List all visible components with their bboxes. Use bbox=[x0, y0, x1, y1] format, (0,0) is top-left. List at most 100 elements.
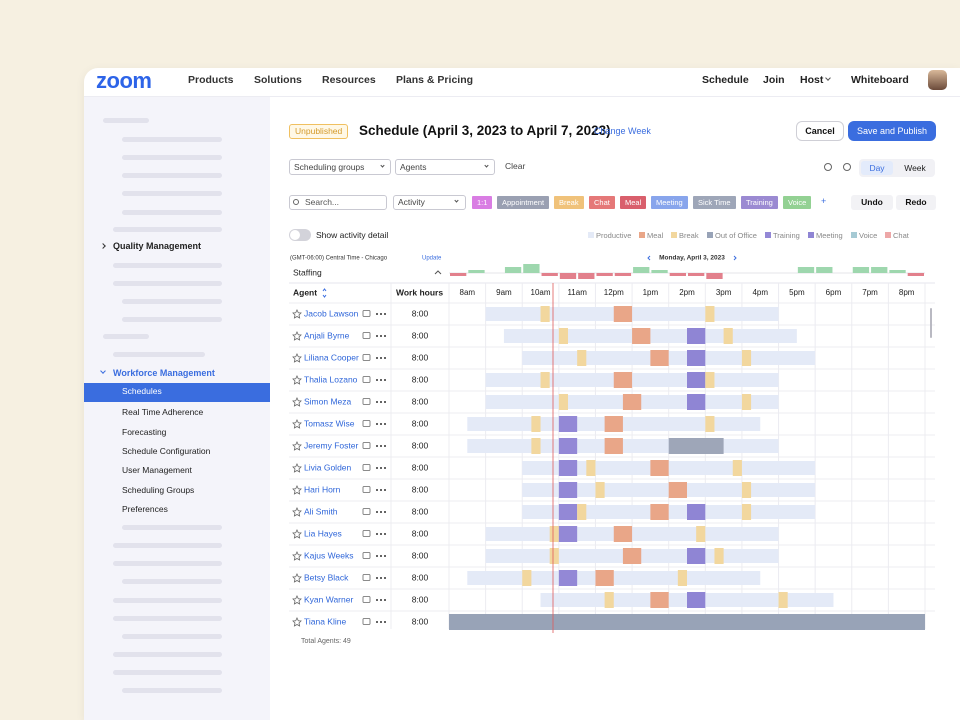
nav-item[interactable]: Forecasting bbox=[122, 427, 167, 437]
activity-block[interactable] bbox=[577, 350, 587, 366]
activity-block[interactable] bbox=[558, 460, 578, 476]
more-icon[interactable] bbox=[384, 445, 386, 447]
agent-name[interactable]: Liliana Cooper bbox=[304, 352, 359, 362]
activity-block[interactable] bbox=[558, 526, 578, 542]
button[interactable]: Undo bbox=[851, 195, 893, 210]
activity-block[interactable] bbox=[595, 570, 614, 586]
more-icon[interactable] bbox=[376, 467, 378, 469]
activity-block[interactable] bbox=[668, 482, 687, 498]
star-icon[interactable] bbox=[292, 507, 302, 517]
activity-block[interactable] bbox=[687, 548, 706, 564]
activity-chip[interactable]: Training bbox=[741, 196, 778, 209]
more-icon[interactable] bbox=[380, 313, 382, 315]
nav-link[interactable]: Resources bbox=[322, 74, 376, 86]
link[interactable]: Update bbox=[422, 256, 442, 262]
more-icon[interactable] bbox=[376, 555, 378, 557]
select[interactable]: Agents bbox=[395, 159, 495, 175]
activity-block[interactable] bbox=[558, 438, 578, 454]
activity-block[interactable] bbox=[586, 460, 596, 476]
more-icon[interactable] bbox=[376, 533, 378, 535]
star-icon[interactable] bbox=[292, 551, 302, 561]
chat-icon[interactable] bbox=[362, 596, 371, 603]
star-icon[interactable] bbox=[292, 595, 302, 605]
chat-icon[interactable] bbox=[362, 574, 371, 581]
activity-block[interactable] bbox=[650, 592, 669, 608]
logo[interactable]: zoom bbox=[96, 68, 152, 93]
chat-icon[interactable] bbox=[362, 486, 371, 493]
activity-block[interactable] bbox=[558, 328, 568, 344]
nav-link[interactable]: Products bbox=[188, 74, 234, 86]
activity-block[interactable] bbox=[714, 548, 724, 564]
more-icon[interactable] bbox=[384, 489, 386, 491]
star-icon[interactable] bbox=[292, 309, 302, 319]
activity-block[interactable] bbox=[558, 570, 578, 586]
activity-block[interactable] bbox=[604, 592, 614, 608]
activity-block[interactable] bbox=[650, 350, 669, 366]
activity-block[interactable] bbox=[540, 306, 550, 322]
activity-block[interactable] bbox=[650, 460, 669, 476]
nav-section[interactable]: Workforce Management bbox=[113, 368, 215, 378]
activity-block[interactable] bbox=[540, 372, 550, 388]
agent-name[interactable]: Tiana Kline bbox=[304, 616, 346, 626]
activity-chip[interactable]: Chat bbox=[589, 196, 615, 209]
more-icon[interactable] bbox=[380, 489, 382, 491]
more-icon[interactable] bbox=[380, 599, 382, 601]
chat-icon[interactable] bbox=[362, 332, 371, 339]
more-icon[interactable] bbox=[384, 599, 386, 601]
activity-block[interactable] bbox=[705, 372, 715, 388]
activity-block[interactable] bbox=[696, 526, 706, 542]
more-icon[interactable] bbox=[384, 379, 386, 381]
zoom-icon[interactable] bbox=[824, 163, 832, 171]
link[interactable]: Change Week bbox=[594, 126, 651, 136]
more-icon[interactable] bbox=[376, 489, 378, 491]
chat-icon[interactable] bbox=[362, 376, 371, 383]
activity-block[interactable] bbox=[622, 548, 642, 564]
more-icon[interactable] bbox=[380, 577, 382, 579]
activity-block[interactable] bbox=[687, 328, 706, 344]
activity-block[interactable] bbox=[705, 416, 715, 432]
nav-item[interactable]: Schedules bbox=[122, 386, 162, 396]
sort-icon[interactable] bbox=[322, 288, 327, 298]
chat-icon[interactable] bbox=[362, 354, 371, 361]
activity-block[interactable] bbox=[558, 482, 578, 498]
chat-icon[interactable] bbox=[362, 442, 371, 449]
star-icon[interactable] bbox=[292, 485, 302, 495]
chat-icon[interactable] bbox=[362, 530, 371, 537]
more-icon[interactable] bbox=[380, 467, 382, 469]
button[interactable]: Clear bbox=[505, 161, 526, 171]
more-icon[interactable] bbox=[380, 555, 382, 557]
more-icon[interactable] bbox=[376, 357, 378, 359]
more-icon[interactable] bbox=[376, 335, 378, 337]
more-icon[interactable] bbox=[376, 577, 378, 579]
activity-chip[interactable]: Appointment bbox=[497, 196, 550, 209]
chat-icon[interactable] bbox=[362, 552, 371, 559]
star-icon[interactable] bbox=[292, 331, 302, 341]
more-icon[interactable] bbox=[376, 313, 378, 315]
more-icon[interactable] bbox=[384, 423, 386, 425]
more-icon[interactable] bbox=[384, 533, 386, 535]
agent-name[interactable]: Betsy Black bbox=[304, 572, 349, 582]
activity-block[interactable] bbox=[677, 570, 687, 586]
more-icon[interactable] bbox=[384, 621, 386, 623]
activity-block[interactable] bbox=[650, 504, 669, 520]
avatar[interactable] bbox=[928, 70, 947, 90]
star-icon[interactable] bbox=[292, 617, 302, 627]
toggle-on[interactable]: Day bbox=[861, 161, 893, 175]
activity-block[interactable] bbox=[741, 394, 752, 410]
activity-block[interactable] bbox=[705, 306, 715, 322]
search[interactable]: Search... bbox=[289, 195, 387, 210]
activity-block[interactable] bbox=[687, 350, 706, 366]
chat-icon[interactable] bbox=[362, 618, 371, 625]
more-icon[interactable] bbox=[384, 401, 386, 403]
caret[interactable] bbox=[434, 270, 442, 275]
activity-chip[interactable]: Meeting bbox=[651, 196, 688, 209]
activity-chip[interactable]: 1:1 bbox=[472, 196, 493, 209]
more-icon[interactable] bbox=[384, 467, 386, 469]
activity-block[interactable] bbox=[522, 570, 532, 586]
agent-name[interactable]: Simon Meza bbox=[304, 396, 352, 406]
star-icon[interactable] bbox=[292, 463, 302, 473]
more-icon[interactable] bbox=[380, 423, 382, 425]
agent-name[interactable]: Jeremy Foster bbox=[304, 440, 358, 450]
button[interactable]: Redo bbox=[896, 195, 936, 210]
nav-link[interactable]: Schedule bbox=[702, 74, 749, 86]
